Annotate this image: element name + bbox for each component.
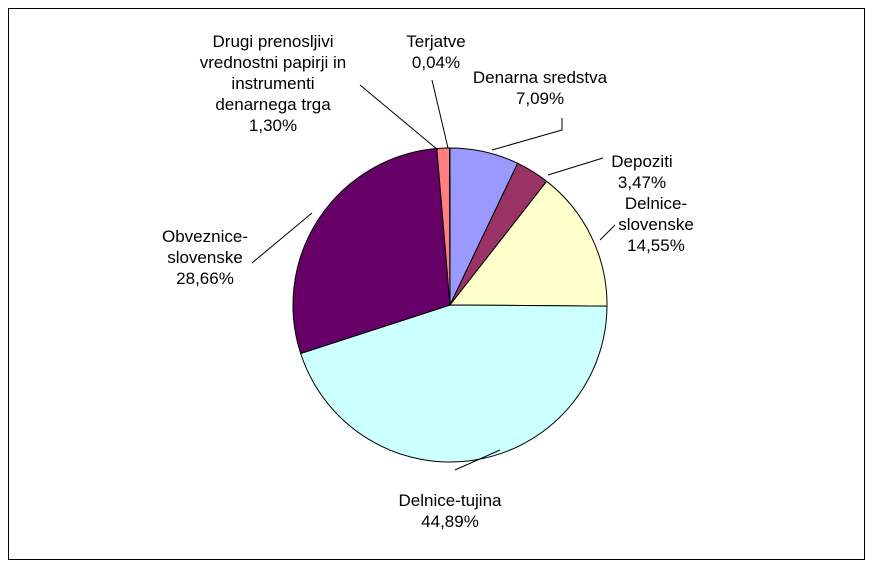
leader-line (547, 157, 604, 176)
slice-percent-label: 1,30% (249, 116, 297, 135)
slice-percent-label: 7,09% (516, 89, 564, 108)
slice-name-label: Depoziti (611, 152, 672, 171)
slice-label-group: Delnice-slovenske 14,55% (599, 194, 694, 255)
slice-label-group: Depoziti 3,47% (547, 152, 673, 192)
slice-label-group: Denarna sredstva 7,09% (473, 68, 608, 151)
slice-name-label: instrumenti (231, 74, 314, 93)
slice-percent-label: 14,55% (627, 236, 685, 255)
leader-line (599, 224, 616, 241)
slice-name-label: denarnega trga (215, 95, 331, 114)
leader-line (454, 449, 501, 471)
slice-name-label: Denarna sredstva (473, 68, 608, 87)
pie-slice (292, 148, 451, 355)
slice-label-group: Terjatve 0,04% (406, 32, 466, 149)
slice-percent-label: 28,66% (176, 269, 234, 288)
slice-name-label: vrednostni papirji in (200, 53, 346, 72)
slice-percent-label: 44,89% (421, 512, 479, 531)
slice-label-group: Drugi prenosljivi vrednostni papirji in in… (200, 32, 439, 151)
slice-name-label: Delnice- (625, 194, 687, 213)
slice-name-label: slovenske (167, 248, 243, 267)
pie-slice (300, 304, 608, 463)
slice-label-group: Delnice-tujina 44,89% (399, 449, 503, 531)
slice-percent-label: 0,04% (412, 53, 460, 72)
leader-line (431, 79, 449, 149)
leader-line (359, 84, 439, 151)
pie-slices (292, 147, 608, 463)
slice-label-group: Obveznice-slovenske 28,66% (162, 212, 313, 288)
slice-name-label: Drugi prenosljivi (213, 32, 334, 51)
slice-name-label: Obveznice- (162, 227, 248, 246)
leader-line (491, 118, 563, 151)
slice-percent-label: 3,47% (618, 173, 666, 192)
slice-name-label: slovenske (618, 215, 694, 234)
slice-name-label: Delnice-tujina (399, 491, 503, 510)
pie-slice (448, 180, 608, 307)
leader-line (251, 212, 313, 264)
slice-name-label: Terjatve (406, 32, 466, 51)
